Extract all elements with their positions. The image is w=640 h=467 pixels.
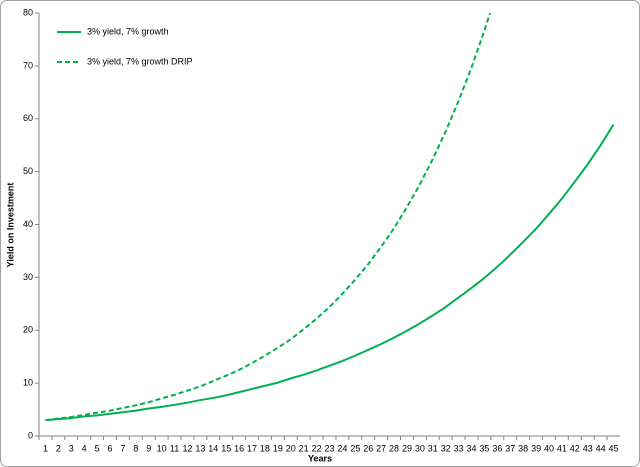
series-line <box>45 124 615 422</box>
x-tick-label: 35 <box>479 443 489 453</box>
y-tick-label: 40 <box>23 219 33 229</box>
x-tick-label: 43 <box>583 443 593 453</box>
x-tick-label: 28 <box>389 443 399 453</box>
x-tick-label: 39 <box>531 443 541 453</box>
x-tick-label: 4 <box>82 443 87 453</box>
x-tick-label: 40 <box>544 443 554 453</box>
y-tick-label: 50 <box>23 166 33 176</box>
x-tick-label: 7 <box>120 443 125 453</box>
y-tick-label: 70 <box>23 60 33 70</box>
x-tick-label: 14 <box>208 443 218 453</box>
x-tick-label: 5 <box>95 443 100 453</box>
x-tick-label: 9 <box>146 443 151 453</box>
x-tick-label: 20 <box>286 443 296 453</box>
x-tick-label: 18 <box>260 443 270 453</box>
y-tick-label: 30 <box>23 272 33 282</box>
x-tick-label: 3 <box>69 443 74 453</box>
series-line <box>45 13 492 422</box>
x-tick-label: 10 <box>157 443 167 453</box>
x-tick-label: 41 <box>557 443 567 453</box>
x-tick-label: 13 <box>195 443 205 453</box>
x-tick-label: 17 <box>247 443 257 453</box>
x-tick-label: 34 <box>467 443 477 453</box>
x-tick-label: 30 <box>415 443 425 453</box>
legend-label: 3% yield, 7% growth <box>87 26 169 36</box>
x-tick-label: 36 <box>492 443 502 453</box>
y-tick-label: 20 <box>23 325 33 335</box>
legend-label: 3% yield, 7% growth DRIP <box>87 56 193 66</box>
x-tick-label: 15 <box>221 443 231 453</box>
x-tick-label: 6 <box>108 443 113 453</box>
x-tick-label: 11 <box>170 443 179 453</box>
x-tick-label: 8 <box>133 443 138 453</box>
x-axis-label: Years <box>308 453 332 463</box>
x-tick-label: 21 <box>299 443 309 453</box>
x-tick-label: 1 <box>43 443 48 453</box>
x-tick-label: 19 <box>273 443 283 453</box>
x-tick-label: 24 <box>337 443 347 453</box>
x-tick-label: 37 <box>505 443 515 453</box>
x-tick-label: 38 <box>518 443 528 453</box>
x-tick-label: 42 <box>570 443 580 453</box>
y-tick-label: 10 <box>23 378 33 388</box>
x-tick-label: 32 <box>441 443 451 453</box>
y-axis-label: Yield on Investment <box>5 183 15 268</box>
x-tick-label: 2 <box>56 443 61 453</box>
x-tick-label: 44 <box>596 443 606 453</box>
x-tick-label: 33 <box>454 443 464 453</box>
y-tick-label: 0 <box>28 430 33 440</box>
x-tick-label: 27 <box>376 443 386 453</box>
x-tick-label: 45 <box>609 443 619 453</box>
x-tick-label: 16 <box>234 443 244 453</box>
x-tick-label: 29 <box>402 443 412 453</box>
x-tick-label: 26 <box>363 443 373 453</box>
x-tick-label: 31 <box>428 443 438 453</box>
x-tick-label: 12 <box>182 443 192 453</box>
x-tick-label: 25 <box>350 443 360 453</box>
plot-area <box>45 13 615 422</box>
x-tick-label: 23 <box>324 443 334 453</box>
y-tick-label: 60 <box>23 113 33 123</box>
y-tick-label: 80 <box>23 7 33 17</box>
x-tick-label: 22 <box>312 443 322 453</box>
